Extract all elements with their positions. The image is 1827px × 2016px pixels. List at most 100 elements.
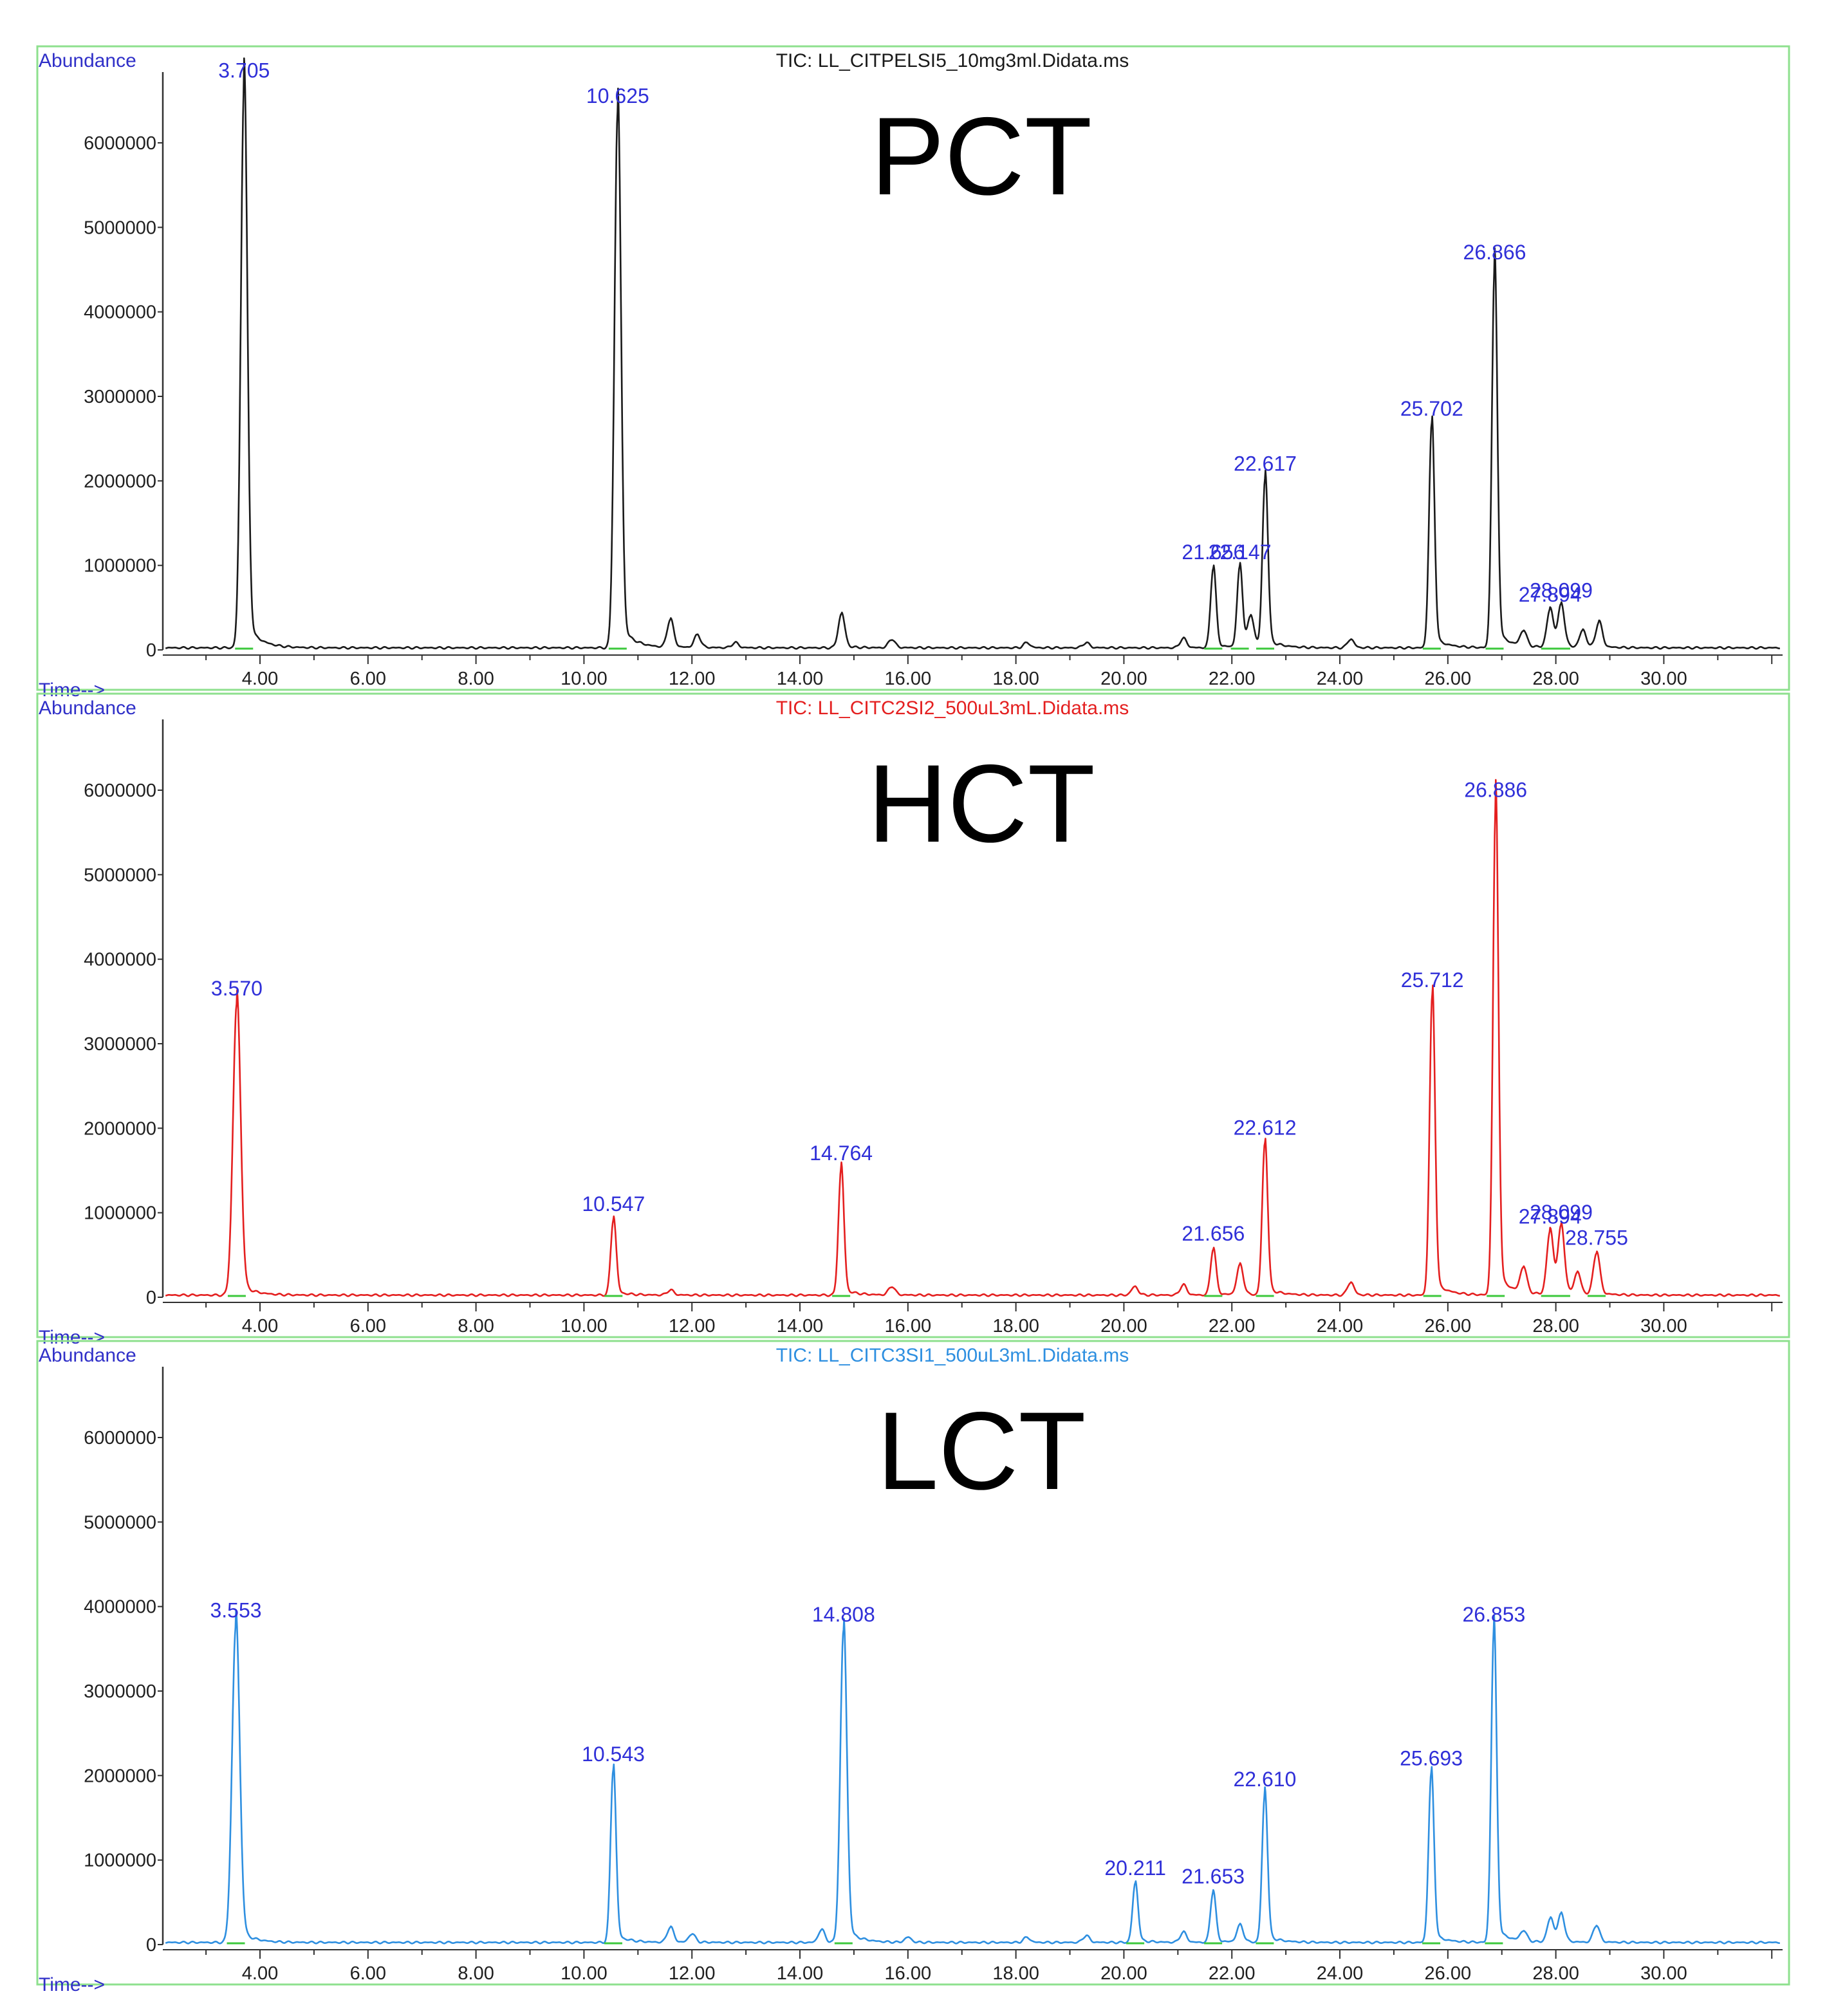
x-axis-title: Time--> (39, 1327, 105, 1348)
peak-label: 3.705 (218, 59, 270, 82)
peak-label: 25.693 (1400, 1746, 1463, 1770)
peak-label: 26.853 (1462, 1603, 1525, 1626)
file-title: TIC: LL_CITPELSI5_10mg3ml.Didata.ms (776, 50, 1129, 71)
x-tick-label: 20.00 (1100, 1963, 1147, 1984)
y-tick-label: 3000000 (84, 1681, 156, 1702)
y-tick-label: 5000000 (84, 217, 156, 238)
x-tick-label: 8.00 (458, 1963, 494, 1984)
peak-label: 27.894 (1519, 1205, 1582, 1228)
sample-label: PCT (871, 95, 1092, 218)
peak-label: 26.866 (1463, 241, 1526, 264)
y-tick-label: 0 (146, 640, 156, 661)
y-tick-label: 3000000 (84, 387, 156, 407)
x-tick-label: 14.00 (777, 669, 824, 689)
y-tick-label: 2000000 (84, 1766, 156, 1786)
peak-label: 28.099 (1530, 1201, 1593, 1224)
y-tick-label: 6000000 (84, 781, 156, 801)
y-tick-label: 4000000 (84, 302, 156, 323)
x-tick-label: 12.00 (669, 669, 716, 689)
x-tick-label: 30.00 (1640, 669, 1687, 689)
y-tick-label: 3000000 (84, 1034, 156, 1055)
x-tick-label: 24.00 (1317, 1316, 1364, 1336)
y-tick-label: 4000000 (84, 1597, 156, 1618)
x-tick-label: 24.00 (1317, 669, 1364, 689)
x-tick-label: 12.00 (669, 1316, 716, 1336)
peak-label: 25.702 (1400, 397, 1463, 420)
peak-label: 22.610 (1233, 1768, 1296, 1791)
sample-label: HCT (867, 742, 1095, 865)
y-axis-title: Abundance (39, 1345, 136, 1366)
chart-panel-hct: Abundance Time--> TIC: LL_CITC2SI2_500uL3m… (36, 692, 1790, 1348)
x-tick-label: 28.00 (1532, 669, 1579, 689)
x-tick-label: 4.00 (242, 1316, 278, 1336)
y-tick-label: 5000000 (84, 1512, 156, 1533)
peak-label: 26.886 (1464, 778, 1527, 801)
y-tick-label: 2000000 (84, 471, 156, 492)
y-axis-title: Abundance (39, 698, 136, 719)
x-tick-label: 12.00 (669, 1963, 716, 1984)
x-axis-title: Time--> (39, 1974, 105, 1995)
x-tick-label: 6.00 (350, 669, 386, 689)
x-tick-label: 4.00 (242, 669, 278, 689)
x-tick-label: 16.00 (885, 1316, 932, 1336)
file-title: TIC: LL_CITC3SI1_500uL3mL.Didata.ms (776, 1345, 1129, 1366)
x-tick-label: 30.00 (1640, 1963, 1687, 1984)
y-tick-label: 0 (146, 1288, 156, 1308)
sample-label: LCT (877, 1389, 1086, 1513)
x-tick-label: 22.00 (1209, 669, 1256, 689)
y-tick-label: 2000000 (84, 1118, 156, 1139)
x-tick-label: 30.00 (1640, 1316, 1687, 1336)
x-tick-label: 22.00 (1209, 1963, 1256, 1984)
peak-label: 14.808 (812, 1603, 875, 1626)
x-tick-label: 26.00 (1425, 669, 1472, 689)
x-tick-label: 16.00 (885, 669, 932, 689)
chart-panel-pct: Abundance Time--> TIC: LL_CITPELSI5_10mg3m… (36, 45, 1790, 701)
peak-label: 27.894 (1519, 583, 1582, 606)
y-tick-label: 4000000 (84, 950, 156, 970)
peak-label: 22.147 (1209, 541, 1272, 564)
panel-frame (36, 692, 1790, 1338)
x-tick-label: 22.00 (1209, 1316, 1256, 1336)
x-tick-label: 14.00 (777, 1316, 824, 1336)
peak-label: 28.099 (1530, 578, 1593, 602)
x-tick-label: 20.00 (1100, 1316, 1147, 1336)
x-axis-title: Time--> (39, 680, 105, 701)
y-tick-label: 0 (146, 1935, 156, 1956)
file-title: TIC: LL_CITC2SI2_500uL3mL.Didata.ms (776, 698, 1129, 719)
peak-label: 10.625 (586, 84, 649, 107)
chart-panel-lct: Abundance Time--> TIC: LL_CITC3SI1_500uL3m… (36, 1340, 1790, 1995)
peak-label: 3.553 (210, 1599, 261, 1622)
panel-frame (36, 45, 1790, 691)
x-tick-label: 16.00 (885, 1963, 932, 1984)
peak-label: 21.653 (1182, 1865, 1245, 1888)
x-tick-label: 8.00 (458, 1316, 494, 1336)
peak-label: 10.547 (582, 1192, 645, 1216)
x-tick-label: 24.00 (1317, 1963, 1364, 1984)
x-tick-label: 18.00 (992, 1316, 1039, 1336)
x-tick-label: 20.00 (1100, 669, 1147, 689)
y-tick-label: 6000000 (84, 1428, 156, 1448)
x-tick-label: 10.00 (561, 1316, 607, 1336)
peak-label: 25.712 (1401, 968, 1464, 992)
x-tick-label: 10.00 (561, 1963, 607, 1984)
x-tick-label: 10.00 (561, 669, 607, 689)
x-tick-label: 4.00 (242, 1963, 278, 1984)
tic-trace (165, 779, 1781, 1297)
x-tick-label: 28.00 (1532, 1316, 1579, 1336)
x-tick-label: 8.00 (458, 669, 494, 689)
peak-label: 14.764 (810, 1142, 873, 1165)
y-tick-label: 1000000 (84, 1203, 156, 1224)
peak-label: 3.570 (211, 977, 263, 1000)
peak-label: 10.543 (582, 1743, 645, 1766)
y-tick-label: 1000000 (84, 556, 156, 577)
tic-trace (165, 1609, 1781, 1945)
x-tick-label: 26.00 (1425, 1963, 1472, 1984)
peak-label: 20.211 (1104, 1856, 1166, 1880)
peak-label: 21.656 (1182, 541, 1245, 564)
x-tick-label: 14.00 (777, 1963, 824, 1984)
x-tick-label: 28.00 (1532, 1963, 1579, 1984)
x-tick-label: 26.00 (1425, 1316, 1472, 1336)
y-tick-label: 6000000 (84, 133, 156, 154)
panel-frame (36, 1340, 1790, 1986)
